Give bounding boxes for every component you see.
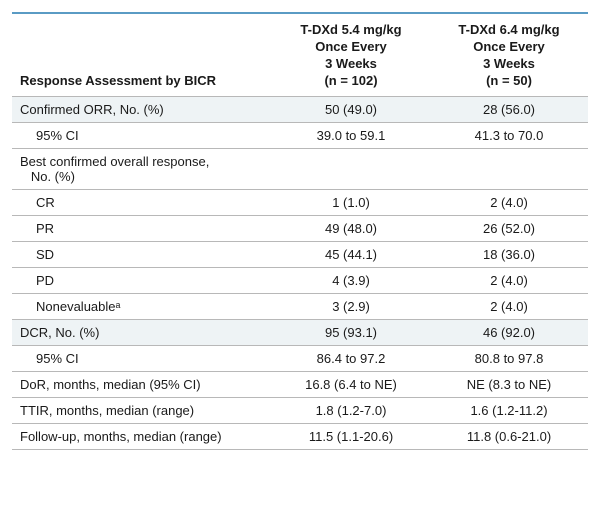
header-arm1: T-DXd 5.4 mg/kg Once Every 3 Weeks (n = …: [272, 13, 430, 96]
row-value-arm2: 46 (92.0): [430, 319, 588, 345]
arm1-n: (n = 102): [324, 73, 377, 88]
table-row: PR49 (48.0)26 (52.0): [12, 215, 588, 241]
header-label: Response Assessment by BICR: [12, 13, 272, 96]
table-row: SD45 (44.1)18 (36.0): [12, 241, 588, 267]
arm2-n: (n = 50): [486, 73, 532, 88]
row-value-arm1: 45 (44.1): [272, 241, 430, 267]
row-value-arm2: NE (8.3 to NE): [430, 371, 588, 397]
row-value-arm2: 41.3 to 70.0: [430, 122, 588, 148]
row-value-arm1: 16.8 (6.4 to NE): [272, 371, 430, 397]
row-value-arm1: 11.5 (1.1-20.6): [272, 423, 430, 449]
row-label: Confirmed ORR, No. (%): [12, 96, 272, 122]
table-row: DCR, No. (%)95 (93.1)46 (92.0): [12, 319, 588, 345]
row-label: 95% CI: [12, 122, 272, 148]
row-value-arm2: 1.6 (1.2-11.2): [430, 397, 588, 423]
row-value-arm1: 50 (49.0): [272, 96, 430, 122]
arm2-line3: 3 Weeks: [483, 56, 535, 71]
row-label: PR: [12, 215, 272, 241]
row-value-arm2: 18 (36.0): [430, 241, 588, 267]
row-value-arm1: 49 (48.0): [272, 215, 430, 241]
row-value-arm1: 86.4 to 97.2: [272, 345, 430, 371]
row-value-arm1: 1.8 (1.2-7.0): [272, 397, 430, 423]
row-label: CR: [12, 189, 272, 215]
row-value-arm2: 2 (4.0): [430, 189, 588, 215]
row-label: PD: [12, 267, 272, 293]
row-value-arm2: 28 (56.0): [430, 96, 588, 122]
row-label: Best confirmed overall response, No. (%): [12, 148, 272, 189]
row-value-arm1: 95 (93.1): [272, 319, 430, 345]
table-header: Response Assessment by BICR T-DXd 5.4 mg…: [12, 13, 588, 96]
row-label: Nonevaluableᵃ: [12, 293, 272, 319]
table-row: Best confirmed overall response, No. (%): [12, 148, 588, 189]
row-label: Follow-up, months, median (range): [12, 423, 272, 449]
row-value-arm2: 26 (52.0): [430, 215, 588, 241]
header-arm2: T-DXd 6.4 mg/kg Once Every 3 Weeks (n = …: [430, 13, 588, 96]
table-row: TTIR, months, median (range)1.8 (1.2-7.0…: [12, 397, 588, 423]
row-value-arm2: 80.8 to 97.8: [430, 345, 588, 371]
row-label: DoR, months, median (95% CI): [12, 371, 272, 397]
row-value-arm1: 39.0 to 59.1: [272, 122, 430, 148]
row-value-arm2: 11.8 (0.6-21.0): [430, 423, 588, 449]
arm1-line1: T-DXd 5.4 mg/kg: [300, 22, 401, 37]
row-value-arm1: 3 (2.9): [272, 293, 430, 319]
table-body: Confirmed ORR, No. (%)50 (49.0)28 (56.0)…: [12, 96, 588, 449]
table-row: Follow-up, months, median (range)11.5 (1…: [12, 423, 588, 449]
table-row: PD4 (3.9)2 (4.0): [12, 267, 588, 293]
arm2-line2: Once Every: [473, 39, 545, 54]
row-value-arm2: 2 (4.0): [430, 293, 588, 319]
table-row: 95% CI39.0 to 59.141.3 to 70.0: [12, 122, 588, 148]
row-value-arm1: 1 (1.0): [272, 189, 430, 215]
row-label: SD: [12, 241, 272, 267]
table-row: 95% CI86.4 to 97.280.8 to 97.8: [12, 345, 588, 371]
table-row: Nonevaluableᵃ3 (2.9)2 (4.0): [12, 293, 588, 319]
arm1-line2: Once Every: [315, 39, 387, 54]
arm2-line1: T-DXd 6.4 mg/kg: [458, 22, 559, 37]
arm1-line3: 3 Weeks: [325, 56, 377, 71]
table-row: DoR, months, median (95% CI)16.8 (6.4 to…: [12, 371, 588, 397]
response-table: Response Assessment by BICR T-DXd 5.4 mg…: [12, 12, 588, 450]
row-value-arm1: [272, 148, 430, 189]
row-value-arm1: 4 (3.9): [272, 267, 430, 293]
table-row: CR1 (1.0)2 (4.0): [12, 189, 588, 215]
row-value-arm2: [430, 148, 588, 189]
table-row: Confirmed ORR, No. (%)50 (49.0)28 (56.0): [12, 96, 588, 122]
row-value-arm2: 2 (4.0): [430, 267, 588, 293]
row-label: 95% CI: [12, 345, 272, 371]
row-label: DCR, No. (%): [12, 319, 272, 345]
row-label: TTIR, months, median (range): [12, 397, 272, 423]
